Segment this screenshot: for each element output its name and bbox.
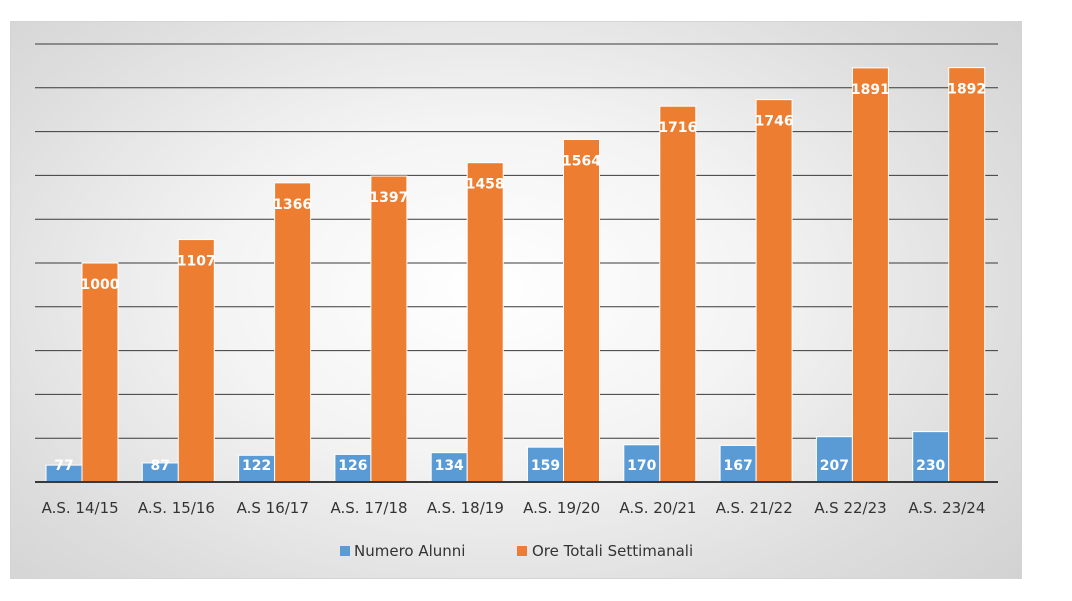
data-label-numero-alunni: 87	[151, 458, 170, 474]
legend: Numero Alunni Ore Totali Settimanali	[340, 542, 693, 560]
bar-ore-totali	[81, 262, 119, 483]
data-label-numero-alunni: 126	[338, 458, 367, 474]
data-label-numero-alunni: 159	[531, 458, 560, 474]
bar-numero-alunni	[623, 444, 661, 483]
data-label-ore-totali: 1564	[562, 153, 601, 169]
data-label-ore-totali: 1366	[273, 197, 312, 213]
data-label-numero-alunni: 167	[723, 458, 752, 474]
data-label-ore-totali: 1397	[369, 190, 408, 206]
legend-swatch-ore-totali-settimanali	[517, 546, 527, 556]
x-tick-label: A.S. 19/20	[523, 499, 600, 517]
bar-ore-totali	[755, 99, 793, 483]
data-labels: 77 1000 87 1107 122 1366 126 1397 134 1458 159 1564…	[54, 82, 986, 474]
bar-ore-totali	[177, 239, 215, 483]
x-axis-tick-labels: A.S. 14/15 A.S. 15/16 A.S 16/17 A.S. 17/18 A…	[42, 499, 986, 517]
data-label-ore-totali: 1891	[851, 82, 890, 98]
bar-numero-alunni	[912, 431, 950, 483]
x-tick-label: A.S. 18/19	[427, 499, 504, 517]
data-label-numero-alunni: 134	[435, 458, 464, 474]
bar-numero-alunni	[719, 444, 757, 483]
data-label-ore-totali: 1107	[177, 254, 216, 270]
data-label-ore-totali: 1458	[466, 177, 505, 193]
legend-label-numero-alunni: Numero Alunni	[354, 542, 465, 560]
x-tick-label: A.S. 17/18	[331, 499, 408, 517]
x-tick-label: A.S. 20/21	[619, 499, 696, 517]
x-tick-label: A.S. 14/15	[42, 499, 119, 517]
bar-ore-totali	[659, 105, 697, 483]
x-tick-label: A.S. 15/16	[138, 499, 215, 517]
bar-numero-alunni	[527, 446, 564, 483]
legend-label-ore-totali-settimanali: Ore Totali Settimanali	[532, 542, 693, 560]
data-label-numero-alunni: 170	[627, 458, 656, 474]
bar-ore-totali	[851, 67, 889, 483]
bar-ore-totali	[466, 162, 504, 483]
bar-ore-totali	[274, 182, 312, 483]
x-tick-label: A.S. 23/24	[908, 499, 985, 517]
legend-swatch-numero-alunni	[340, 546, 350, 556]
bar-ore-totali	[563, 138, 600, 483]
data-label-numero-alunni: 122	[242, 458, 271, 474]
data-label-ore-totali: 1746	[755, 114, 794, 130]
data-label-numero-alunni: 77	[54, 458, 73, 474]
data-label-numero-alunni: 230	[916, 458, 945, 474]
bars	[45, 67, 986, 483]
bar-ore-totali	[370, 175, 408, 483]
x-tick-label: A.S. 21/22	[716, 499, 793, 517]
data-label-numero-alunni: 207	[820, 458, 849, 474]
bar-ore-totali	[948, 67, 986, 483]
x-tick-label: A.S 22/23	[814, 499, 886, 517]
data-label-ore-totali: 1892	[947, 82, 986, 98]
data-label-ore-totali: 1000	[81, 277, 120, 293]
x-tick-label: A.S 16/17	[237, 499, 309, 517]
data-label-ore-totali: 1716	[658, 120, 697, 136]
